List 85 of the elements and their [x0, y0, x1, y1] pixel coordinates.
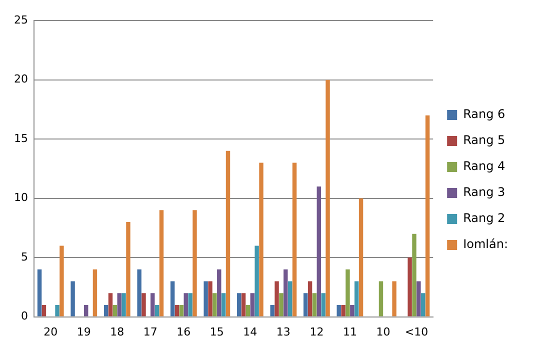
legend-label: Rang 2: [463, 211, 506, 226]
y-tick-label: 15: [14, 132, 28, 145]
x-tick-label: 12: [310, 325, 324, 338]
bar: [212, 293, 217, 316]
bar: [336, 304, 341, 316]
bar: [392, 281, 396, 316]
bar: [70, 281, 75, 316]
legend-label: Rang 3: [463, 185, 506, 200]
bar: [154, 304, 160, 316]
legend-label: Iomlán:: [463, 237, 508, 252]
bar: [246, 304, 250, 316]
bar: [108, 293, 113, 316]
bar: [304, 293, 308, 316]
bar: [208, 281, 212, 316]
bar: [126, 222, 130, 316]
bar: [37, 269, 42, 316]
bar: [92, 269, 98, 316]
x-tick-label: 11: [342, 325, 357, 338]
bar: [425, 115, 430, 316]
bar: [142, 293, 146, 316]
bar: [150, 293, 155, 316]
bar: [84, 304, 88, 316]
bar: [188, 293, 192, 316]
bar: [312, 293, 317, 316]
bar: [55, 304, 60, 316]
bar: [241, 293, 246, 316]
y-tick-label: 25: [14, 13, 28, 26]
bar: [122, 293, 126, 316]
bar: [192, 210, 197, 316]
bar: [184, 293, 188, 316]
bar: [254, 246, 259, 316]
bar: [321, 293, 326, 316]
bar: [270, 304, 274, 316]
bar: [354, 281, 359, 316]
bar: [378, 281, 384, 316]
bar: [117, 293, 122, 316]
legend-label: Rang 6: [463, 107, 506, 122]
x-tick-label: 13: [276, 325, 290, 338]
y-tick-label: 0: [20, 310, 28, 323]
bar: [204, 281, 208, 316]
bar: [104, 304, 108, 316]
bar: [350, 304, 354, 316]
y-tick-label: 10: [14, 191, 28, 204]
bar: [174, 304, 180, 316]
bar: [416, 281, 421, 316]
y-tick-label: 5: [20, 250, 28, 264]
bar: [292, 162, 297, 316]
x-tick-label: <10: [404, 325, 428, 338]
x-tick-label: 17: [143, 325, 158, 338]
x-tick-label: 19: [76, 325, 91, 338]
bar: [159, 210, 164, 316]
bar: [226, 150, 230, 316]
bar: [259, 162, 264, 316]
bar: [60, 246, 64, 316]
bar: [279, 293, 284, 316]
bar: [179, 304, 184, 316]
bar: [112, 304, 118, 316]
bar: [412, 234, 416, 316]
bar: [358, 198, 364, 316]
legend-label: Rang 4: [463, 159, 506, 174]
bar: [42, 304, 46, 316]
bar: [288, 281, 292, 316]
bar: [308, 281, 312, 316]
x-tick-label: 16: [176, 325, 191, 338]
bar: [316, 186, 322, 316]
bar: [236, 293, 242, 316]
bar: [221, 293, 226, 316]
legend-label: Rang 5: [463, 133, 506, 148]
bar: [250, 293, 254, 316]
bar: [341, 304, 346, 316]
x-tick-label: 15: [210, 325, 224, 338]
bar: [346, 269, 350, 316]
bar: [326, 80, 330, 316]
bar: [137, 269, 142, 316]
x-tick-label: 18: [110, 325, 124, 338]
y-tick-label: 20: [14, 72, 28, 86]
bar: [170, 281, 175, 316]
bar: [421, 293, 426, 316]
bar: [217, 269, 222, 316]
x-tick-label: 10: [376, 325, 390, 338]
x-tick-label: 14: [243, 325, 258, 338]
x-tick-label: 20: [44, 325, 58, 338]
bar: [284, 269, 288, 316]
bar: [408, 258, 412, 316]
bar: [274, 281, 279, 316]
